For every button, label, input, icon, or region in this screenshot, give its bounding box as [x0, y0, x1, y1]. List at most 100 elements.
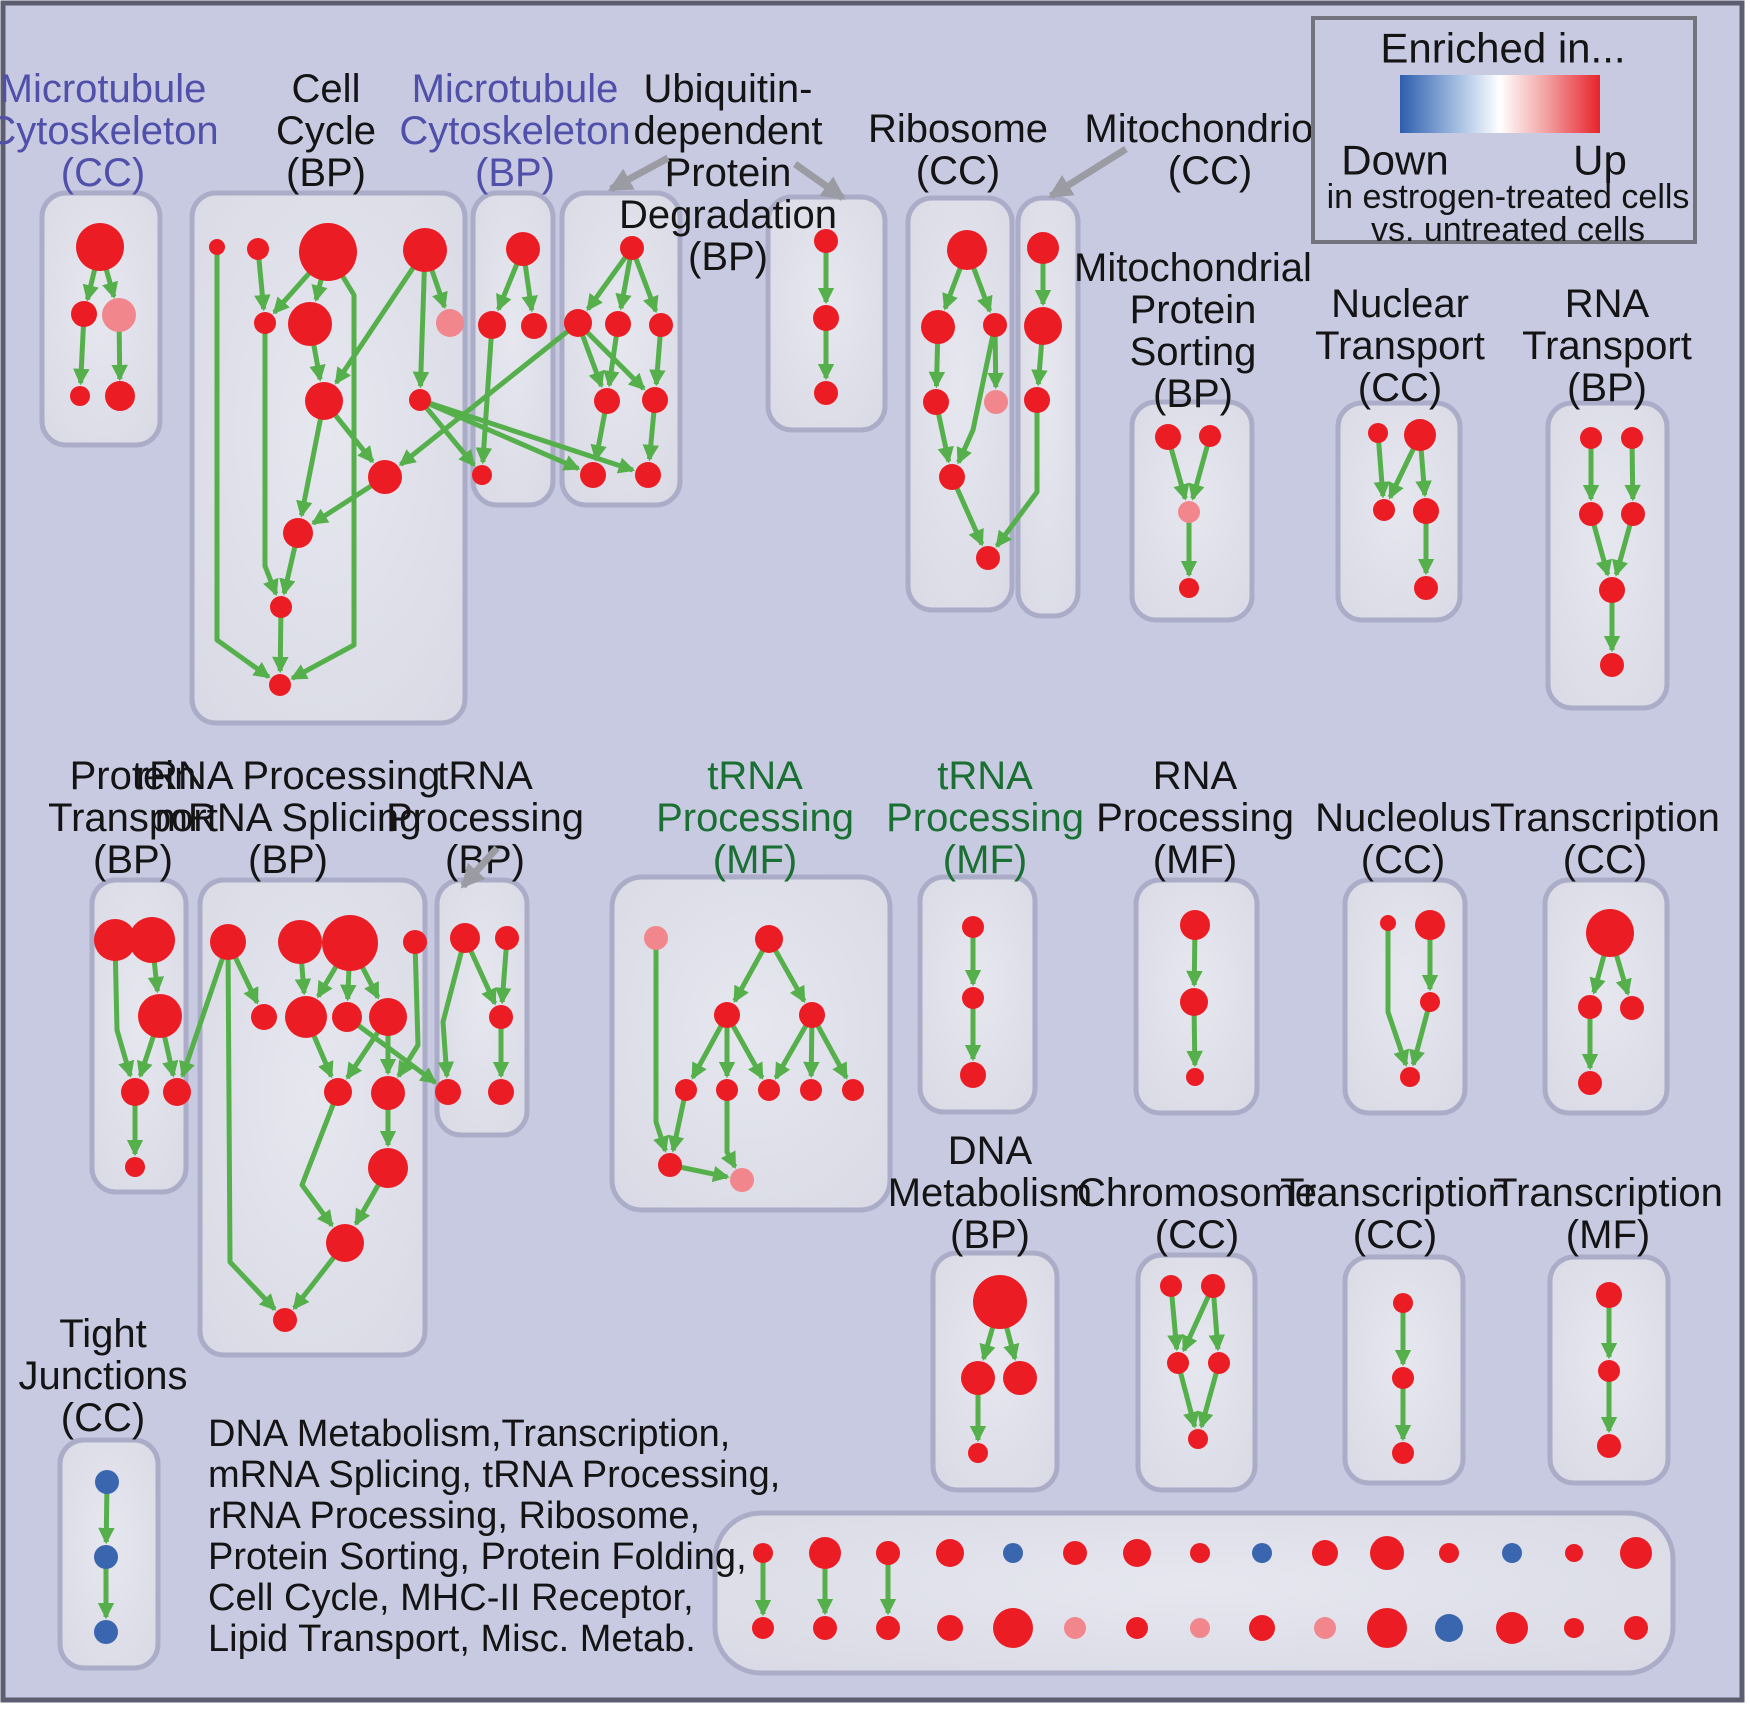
go-term-node-red [435, 1079, 461, 1105]
go-term-node-red [923, 389, 949, 415]
cluster-label-ubiquitin: Ubiquitin- [644, 67, 813, 111]
relation-edge [299, 1091, 341, 1228]
go-term-node-red [521, 313, 547, 339]
go-term-node-red [813, 1616, 837, 1640]
go-term-node-red [371, 1076, 405, 1110]
legend-gradient-bar [1400, 75, 1600, 133]
relation-edge [262, 323, 279, 597]
cluster-label-trna-processing-bp: Processing [386, 796, 584, 840]
go-term-node-red [1393, 1293, 1413, 1313]
go-term-node-red [210, 924, 246, 960]
go-term-node-red [842, 1079, 864, 1101]
go-term-node-red [1620, 1537, 1652, 1569]
go-term-node-red [1599, 577, 1625, 603]
go-term-node-red [1579, 502, 1603, 526]
shared-terms-caption: mRNA Splicing, tRNA Processing, [208, 1454, 780, 1496]
cluster-label-tight-junctions: (CC) [61, 1396, 145, 1440]
cluster-label-rna-processing-mf: (MF) [1153, 838, 1237, 882]
cluster-label-tight-junctions: Tight [59, 1312, 146, 1356]
cluster-label-transcription-cc-3: (CC) [1353, 1213, 1437, 1257]
go-term-node-red [1126, 1617, 1148, 1639]
legend-subtitle-1: in estrogen-treated cells [1327, 178, 1690, 216]
go-term-node-red [125, 1157, 145, 1177]
go-term-node-red [270, 596, 292, 618]
go-term-node-red [138, 994, 182, 1038]
go-term-node-red [1496, 1612, 1528, 1644]
go-term-node-red [1621, 427, 1643, 449]
go-term-node-red [1597, 1434, 1621, 1458]
go-term-node-red [799, 1002, 825, 1028]
go-term-node-red [814, 381, 838, 405]
go-term-node-red [1564, 1618, 1584, 1638]
relation-edge [179, 941, 231, 1079]
go-term-node-red [1123, 1539, 1151, 1567]
go-term-node-red [369, 998, 407, 1036]
cluster-label-ribosome: (CC) [916, 149, 1000, 193]
go-term-node-red [1179, 578, 1199, 598]
relation-edge [585, 246, 635, 312]
cluster-label-trna-processing-mf-1: (MF) [713, 838, 797, 882]
label-pointer-arrow [608, 154, 670, 193]
go-term-node-red [488, 1079, 514, 1105]
go-term-node-red [1624, 1616, 1648, 1640]
cluster-label-rna-transport: RNA [1565, 282, 1650, 326]
cluster-label-cell-cycle: (BP) [286, 151, 366, 195]
cluster-label-nuclear-transport: Transport [1315, 324, 1485, 368]
go-term-node-red [1420, 992, 1440, 1012]
cluster-box-mitochondrion [1015, 195, 1081, 619]
cluster-label-mito-protein-sorting: Mitochondrial [1074, 246, 1312, 290]
go-term-node-red [1598, 1360, 1620, 1382]
go-term-node-red [1586, 909, 1634, 957]
go-term-node-red [983, 313, 1007, 337]
legend-title: Enriched in... [1380, 25, 1625, 72]
cluster-label-transcription-cc-2: (CC) [1563, 838, 1647, 882]
go-term-node-red [594, 388, 620, 414]
shared-terms-caption: Protein Sorting, Protein Folding, [208, 1536, 747, 1578]
go-term-node-red [368, 460, 402, 494]
go-term-node-red [472, 465, 492, 485]
go-term-node-red [1201, 1274, 1225, 1298]
go-term-node-pink [1064, 1617, 1086, 1639]
go-term-node-red [1620, 996, 1644, 1020]
go-term-node-red [94, 919, 136, 961]
cluster-label-ubiquitin: Protein [665, 151, 792, 195]
go-term-node-red [1312, 1540, 1338, 1566]
go-term-node-red [580, 462, 606, 488]
go-term-node-red [121, 1078, 149, 1106]
cluster-box-nuclear-transport [1335, 400, 1463, 623]
go-term-node-red [163, 1078, 191, 1106]
cluster-label-protein-transport: Protein [70, 754, 197, 798]
go-term-node-red [495, 926, 519, 950]
go-term-node-red [269, 674, 291, 696]
cluster-label-microtubule-bp: (BP) [475, 151, 555, 195]
go-term-node-red [973, 1275, 1027, 1329]
cluster-label-chromosome: (CC) [1155, 1213, 1239, 1257]
go-term-node-red [675, 1079, 697, 1101]
relation-edge [1385, 923, 1410, 1067]
go-term-node-red [1400, 1067, 1420, 1087]
relation-edge [418, 398, 476, 467]
cluster-label-protein-transport: Transport [48, 796, 218, 840]
shared-terms-caption: DNA Metabolism,Transcription, [208, 1413, 730, 1455]
cluster-label-mito-protein-sorting: (BP) [1153, 372, 1233, 416]
go-term-node-red [753, 1543, 773, 1563]
shared-terms-caption: rRNA Processing, Ribosome, [208, 1495, 700, 1537]
go-term-node-red [1167, 1352, 1189, 1374]
go-term-node-red [1024, 387, 1050, 413]
relation-edge [345, 1014, 438, 1085]
go-term-node-red [209, 239, 225, 255]
go-term-node-pink [984, 390, 1008, 414]
cluster-box-transcription-cc-2 [1542, 877, 1670, 1116]
go-term-node-red [1180, 910, 1210, 940]
cluster-label-mitochondrion: (CC) [1168, 149, 1252, 193]
go-term-node-red [368, 1148, 408, 1188]
go-term-node-red [962, 987, 984, 1009]
relation-edge [225, 941, 277, 1311]
go-term-node-red [936, 1539, 964, 1567]
cluster-box-microtubule-cc [39, 190, 163, 448]
go-term-node-red [716, 1079, 738, 1101]
go-term-node-red [1580, 427, 1602, 449]
go-term-node-blue [94, 1545, 118, 1569]
go-term-node-red [305, 382, 343, 420]
go-term-node-red [247, 238, 269, 260]
